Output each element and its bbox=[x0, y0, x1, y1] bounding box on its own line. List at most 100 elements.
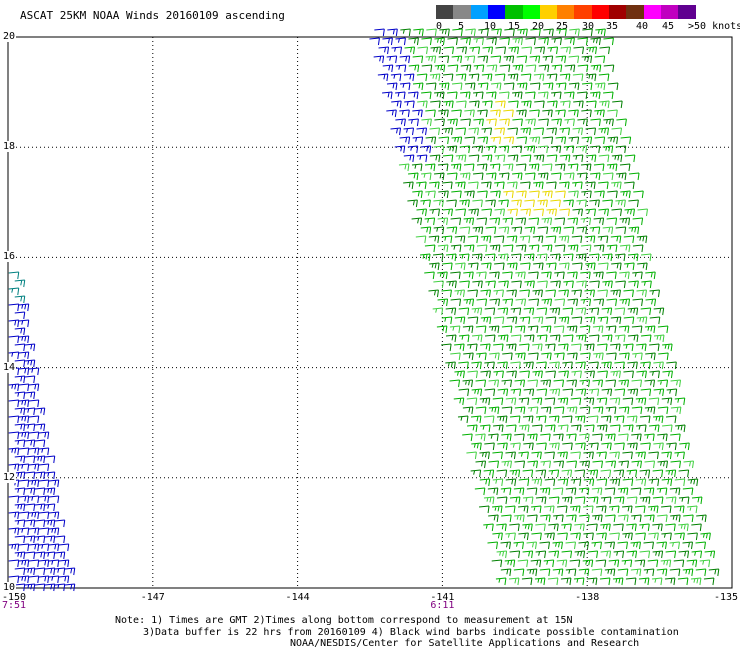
wind-barb bbox=[506, 289, 517, 298]
wind-barb bbox=[436, 325, 448, 334]
wind-barb bbox=[18, 383, 30, 392]
wind-barb bbox=[551, 91, 562, 100]
wind-barb bbox=[491, 559, 503, 568]
wind-barb bbox=[8, 271, 20, 280]
wind-barb bbox=[570, 397, 582, 406]
wind-barb bbox=[512, 172, 523, 181]
wind-barb bbox=[468, 154, 480, 163]
wind-barb bbox=[514, 514, 525, 523]
wind-barb bbox=[493, 289, 504, 298]
wind-barb bbox=[627, 253, 639, 262]
wind-barb bbox=[583, 451, 594, 460]
plot-frame bbox=[7, 36, 733, 589]
wind-barb bbox=[507, 154, 519, 163]
wind-barb bbox=[592, 460, 604, 469]
wind-barb bbox=[564, 172, 575, 181]
wind-barb bbox=[403, 181, 414, 190]
wind-barb bbox=[518, 478, 530, 487]
wind-barb bbox=[28, 559, 40, 568]
latitude-label: 12 bbox=[2, 471, 17, 483]
wind-barb bbox=[682, 487, 694, 496]
wind-barb bbox=[572, 73, 584, 82]
wind-barb bbox=[548, 523, 559, 532]
wind-barb bbox=[445, 307, 457, 316]
wind-barb bbox=[596, 451, 607, 460]
wind-barb bbox=[635, 478, 647, 487]
wind-barb bbox=[533, 73, 545, 82]
wind-barb bbox=[617, 541, 628, 550]
wind-barb bbox=[592, 325, 604, 334]
wind-barb bbox=[584, 235, 596, 244]
wind-barb bbox=[443, 46, 455, 55]
wind-barb bbox=[497, 442, 508, 451]
wind-barb bbox=[628, 280, 639, 289]
wind-barb bbox=[412, 136, 424, 145]
wind-barb bbox=[568, 82, 580, 91]
wind-barb bbox=[587, 550, 599, 559]
wind-barb bbox=[48, 495, 60, 504]
wind-barb bbox=[599, 577, 611, 586]
wind-barb bbox=[616, 172, 627, 181]
wind-barb bbox=[458, 334, 470, 343]
wind-barb bbox=[595, 559, 607, 568]
wind-barb bbox=[577, 64, 589, 73]
wind-barb bbox=[526, 487, 538, 496]
wind-barb bbox=[636, 289, 647, 298]
wind-barb bbox=[605, 406, 617, 415]
wind-barb bbox=[515, 298, 527, 307]
wind-barb bbox=[622, 478, 634, 487]
wind-barb bbox=[576, 199, 587, 208]
wind-barb bbox=[557, 505, 568, 514]
wind-barb bbox=[481, 208, 492, 217]
wind-barb bbox=[528, 271, 539, 280]
wind-barb bbox=[523, 388, 535, 397]
wind-barb bbox=[559, 127, 571, 136]
wind-barb bbox=[14, 391, 26, 400]
wind-barb bbox=[537, 199, 548, 208]
wind-barb bbox=[525, 64, 537, 73]
wind-barb bbox=[486, 91, 497, 100]
wind-barb bbox=[18, 415, 30, 424]
wind-barb bbox=[619, 217, 631, 226]
wind-barb bbox=[493, 370, 504, 379]
wind-barb bbox=[507, 208, 518, 217]
wind-barb bbox=[652, 415, 664, 424]
wind-barb bbox=[551, 37, 562, 46]
wind-barb bbox=[550, 199, 561, 208]
wind-barb bbox=[635, 532, 646, 541]
wind-barb bbox=[622, 505, 633, 514]
wind-barb bbox=[566, 433, 577, 442]
wind-barb bbox=[34, 551, 46, 560]
wind-barb bbox=[505, 505, 516, 514]
wind-barb bbox=[527, 379, 539, 388]
wind-barb bbox=[556, 559, 568, 568]
wind-barb bbox=[557, 451, 568, 460]
wind-barb bbox=[488, 433, 499, 442]
wind-barb bbox=[579, 460, 591, 469]
wind-barb bbox=[468, 181, 479, 190]
wind-barb bbox=[520, 262, 531, 271]
wind-barb bbox=[601, 253, 613, 262]
wind-barb bbox=[679, 442, 690, 451]
note-line-3: NOAA/NESDIS/Center for Satellite Applica… bbox=[290, 638, 640, 649]
wind-barb bbox=[609, 397, 621, 406]
wind-barb bbox=[464, 190, 475, 199]
wind-barb bbox=[533, 208, 544, 217]
wind-barb bbox=[548, 550, 560, 559]
wind-barb bbox=[664, 577, 676, 586]
wind-barb bbox=[496, 550, 508, 559]
wind-barb bbox=[38, 511, 50, 520]
wind-barb bbox=[567, 217, 579, 226]
wind-barb bbox=[547, 46, 559, 55]
wind-barb bbox=[624, 262, 635, 271]
wind-barb bbox=[564, 118, 575, 127]
wind-barb bbox=[629, 172, 640, 181]
wind-barb bbox=[572, 208, 583, 217]
wind-barb bbox=[484, 334, 496, 343]
wind-barb bbox=[545, 235, 557, 244]
wind-barb bbox=[623, 235, 635, 244]
wind-barb bbox=[494, 73, 506, 82]
wind-barb bbox=[636, 235, 648, 244]
wind-barb bbox=[497, 334, 509, 343]
wind-barb bbox=[653, 388, 665, 397]
